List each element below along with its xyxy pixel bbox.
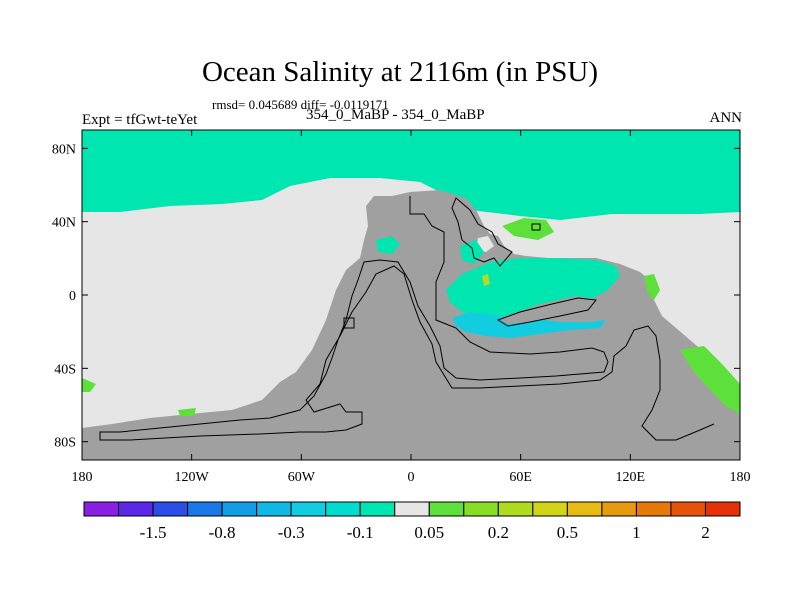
colorbar-swatch xyxy=(256,501,292,517)
coastline-outer xyxy=(99,196,715,441)
colorbar-label: 0.2 xyxy=(488,523,509,542)
colorbar-label: -0.1 xyxy=(347,523,374,542)
lon-tick-label: 60W xyxy=(288,470,316,485)
lon-tick-label: 120E xyxy=(616,470,646,485)
coastline-inner xyxy=(451,197,513,267)
experiment-label: Expt = tfGwt-teYet xyxy=(82,112,198,128)
colorbar-swatch xyxy=(187,501,223,517)
colorbar-swatch xyxy=(532,501,568,517)
colorbar-label: -0.8 xyxy=(209,523,236,542)
rmsd-diff-stats: rmsd= 0.045689 diff= -0.0119171 xyxy=(212,97,389,112)
anomaly-patch-southwest xyxy=(178,408,196,416)
colorbar-swatch xyxy=(635,501,672,517)
anomaly-patch-west-mid xyxy=(376,236,400,254)
anomaly-patch-central xyxy=(460,240,484,264)
coastline-salty-box xyxy=(531,223,541,231)
anomaly-patch-east-coast xyxy=(680,346,740,414)
colorbar-label: 0.5 xyxy=(557,523,578,542)
lon-tick-label: 180 xyxy=(730,470,751,485)
colorbar-swatch xyxy=(566,501,603,517)
colorbar-label: -1.5 xyxy=(140,523,167,542)
colorbar-swatch xyxy=(704,501,741,517)
plot-subtitle: 354_0_MaBP - 354_0_MaBP xyxy=(306,107,485,123)
colorbar-swatch xyxy=(428,501,465,517)
coastline-equatorial xyxy=(496,297,597,327)
lon-tick-label: 0 xyxy=(408,470,415,485)
anomaly-patch-west-edge xyxy=(82,378,96,392)
colorbar-swatch xyxy=(290,501,327,517)
anomaly-patch-east-small xyxy=(644,274,660,300)
equatorial-sea-fresh xyxy=(452,312,606,338)
lon-tick-label: 180 xyxy=(72,470,93,485)
colorbar-swatch xyxy=(83,501,120,517)
coastline-contours xyxy=(99,196,715,441)
season-label: ANN xyxy=(709,110,743,126)
lat-tick-label: 40N xyxy=(52,216,76,231)
north-ocean-anomaly xyxy=(82,130,740,220)
colorbar-swatch xyxy=(670,501,706,517)
colorbar: -1.5 -0.8 -0.3 -0.1 0.05 0.2 0.5 1 2 xyxy=(83,501,741,542)
colorbar-swatch xyxy=(463,501,499,517)
colorbar-swatch xyxy=(152,501,189,517)
map-axes: 80N 40N 0 40S 80S 180 120W 60W 0 60E 120E 180 xyxy=(52,130,751,485)
colorbar-label: 0.05 xyxy=(414,523,444,542)
lat-tick-label: 80S xyxy=(54,436,76,451)
coastline-small-island xyxy=(343,317,355,329)
continent-landmass xyxy=(82,190,740,460)
colorbar-label: 2 xyxy=(701,523,710,542)
colorbar-swatch xyxy=(359,501,396,517)
equatorial-inner-land xyxy=(500,296,604,324)
lon-tick-label: 120W xyxy=(175,470,210,485)
colorbar-label: 1 xyxy=(632,523,641,542)
colorbar-swatch xyxy=(325,501,361,517)
plot-title: Ocean Salinity at 2116m (in PSU) xyxy=(201,56,599,88)
lat-tick-label: 40S xyxy=(54,362,76,377)
anomaly-patch-north-sea xyxy=(392,150,432,168)
map-panel xyxy=(81,129,741,461)
lat-tick-label: 80N xyxy=(52,142,76,157)
lat-tick-label: 0 xyxy=(69,289,76,304)
anomaly-patch-tiny xyxy=(482,274,490,286)
colorbar-swatch xyxy=(221,501,258,517)
anomaly-patch-salty-north xyxy=(502,218,554,240)
colorbar-label: -0.3 xyxy=(278,523,305,542)
colorbar-swatch xyxy=(118,501,154,517)
lon-tick-label: 60E xyxy=(509,470,532,485)
colorbar-swatch xyxy=(497,501,534,517)
colorbar-swatch xyxy=(394,501,430,517)
colorbar-swatch xyxy=(601,501,637,517)
equatorial-sea-anomaly xyxy=(446,258,620,318)
